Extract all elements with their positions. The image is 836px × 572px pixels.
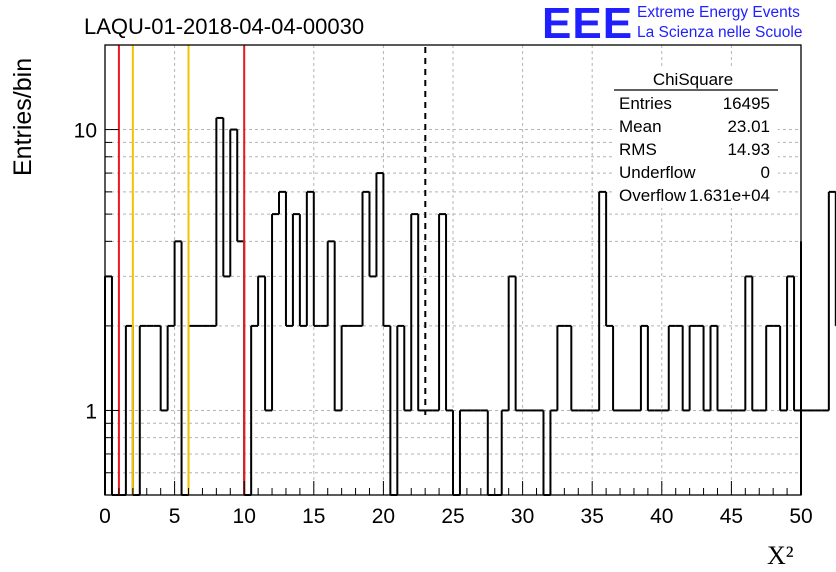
- histogram-bin: [417, 214, 426, 412]
- histogram-bin: [681, 325, 690, 412]
- histogram-bin: [793, 276, 801, 412]
- x-tick-label: 40: [650, 505, 673, 528]
- histogram-bin: [751, 276, 760, 412]
- histogram-bin: [639, 324, 648, 411]
- stats-value-mean: 23.01: [727, 117, 770, 136]
- histogram-bin: [264, 276, 273, 412]
- histogram-bin: [104, 275, 112, 495]
- marker-lines: [117, 45, 427, 495]
- histogram-bin: [438, 213, 447, 411]
- histogram-bin: [646, 325, 655, 412]
- histogram-bin: [375, 172, 384, 277]
- histogram-bin: [786, 275, 795, 411]
- x-tick-label: 45: [720, 505, 743, 528]
- axis-ticks: 0 5 10 15 20 25 30 35 40 45 50 1 10: [74, 44, 813, 528]
- stats-value-underflow: 0: [761, 163, 770, 182]
- histogram-bin: [180, 241, 189, 496]
- histogram-bin: [410, 213, 419, 411]
- histogram-bin: [445, 214, 453, 412]
- x-tick-label: 30: [511, 505, 534, 528]
- histogram-bin: [110, 276, 119, 496]
- histogram-bin: [765, 324, 774, 411]
- stats-label-rms: RMS: [619, 140, 657, 159]
- histogram-bin: [229, 128, 238, 277]
- histogram-bin: [458, 409, 467, 495]
- histogram-bin: [298, 214, 307, 327]
- stats-box: ChiSquare Entries 16495 Mean 23.01 RMS 1…: [614, 68, 778, 208]
- stats-box-title: ChiSquare: [653, 70, 733, 89]
- histogram-bin: [243, 241, 252, 496]
- histogram-bin: [340, 324, 349, 411]
- histogram-bin: [305, 190, 314, 326]
- histogram-bin: [284, 191, 293, 327]
- stats-value-overflow: 1.631e+04: [689, 186, 770, 205]
- histogram-bin: [236, 129, 245, 243]
- histogram-bars: [104, 116, 836, 496]
- histogram-bin: [361, 190, 370, 326]
- histogram-bin: [166, 324, 175, 411]
- histogram-bin: [667, 324, 676, 411]
- histogram-bin: [514, 276, 523, 412]
- stats-label-overflow: Overflow: [619, 186, 687, 205]
- histogram-bin: [709, 324, 718, 411]
- y-tick-label: 10: [74, 120, 97, 143]
- histogram-bin: [779, 325, 788, 412]
- histogram-bin: [500, 409, 509, 495]
- histogram-bin: [250, 324, 259, 495]
- stats-box-background: [614, 68, 778, 208]
- histogram-bin: [556, 324, 565, 411]
- x-tick-label: 20: [372, 505, 395, 528]
- histogram-bin: [215, 116, 224, 326]
- histogram-bin: [368, 191, 377, 278]
- x-tick-label: 5: [169, 505, 181, 528]
- histogram-bin: [271, 213, 279, 411]
- histogram-bin: [257, 275, 266, 326]
- stats-label-mean: Mean: [619, 117, 662, 136]
- histogram-bin: [716, 325, 725, 412]
- histogram-bin: [222, 117, 231, 278]
- brand-line-2: La Scienza nelle Scuole: [637, 24, 803, 41]
- histogram-bin: [507, 275, 516, 411]
- histogram-bin: [598, 190, 607, 411]
- histogram-bin: [291, 213, 300, 326]
- run-title: LAQU-01-2018-04-04-00030: [84, 14, 364, 39]
- histogram-bin: [549, 409, 558, 495]
- histogram-bin: [744, 275, 753, 411]
- x-tick-label: 10: [233, 505, 256, 528]
- histogram-bin: [312, 191, 321, 327]
- stats-value-entries: 16495: [723, 94, 770, 113]
- histogram-bin: [278, 190, 286, 215]
- histogram-bin: [396, 324, 405, 495]
- histogram-bin: [702, 325, 711, 412]
- x-tick-label: 15: [302, 505, 325, 528]
- x-axis-title: X²: [767, 541, 794, 570]
- histogram-bin: [605, 191, 614, 327]
- histogram-bin: [827, 190, 836, 411]
- histogram-bin: [382, 173, 391, 327]
- y-tick-label: 1: [85, 400, 97, 423]
- histogram-bin: [403, 325, 412, 412]
- histogram-bin: [333, 241, 342, 412]
- y-axis-title: Entries/bin: [9, 58, 37, 176]
- stats-value-rms: 14.93: [727, 140, 770, 159]
- x-tick-label: 50: [789, 505, 812, 528]
- histogram-bin: [612, 325, 621, 412]
- histogram-bin: [124, 324, 133, 495]
- histogram-bin: [570, 325, 579, 412]
- brand-line-1: Extreme Energy Events: [637, 4, 800, 21]
- x-tick-label: 0: [99, 505, 111, 528]
- stats-label-entries: Entries: [619, 94, 672, 113]
- x-tick-label: 25: [441, 505, 464, 528]
- histogram-bin: [326, 240, 335, 326]
- histogram-bin: [688, 324, 697, 411]
- stats-label-underflow: Underflow: [619, 163, 696, 182]
- histogram-bin: [138, 324, 147, 495]
- eee-logo: EEE: [542, 0, 634, 48]
- histogram-bin: [173, 240, 182, 326]
- histogram-bin: [159, 325, 168, 412]
- brand-text: Extreme Energy Events La Scienza nelle S…: [637, 3, 802, 43]
- x-tick-label: 35: [581, 505, 604, 528]
